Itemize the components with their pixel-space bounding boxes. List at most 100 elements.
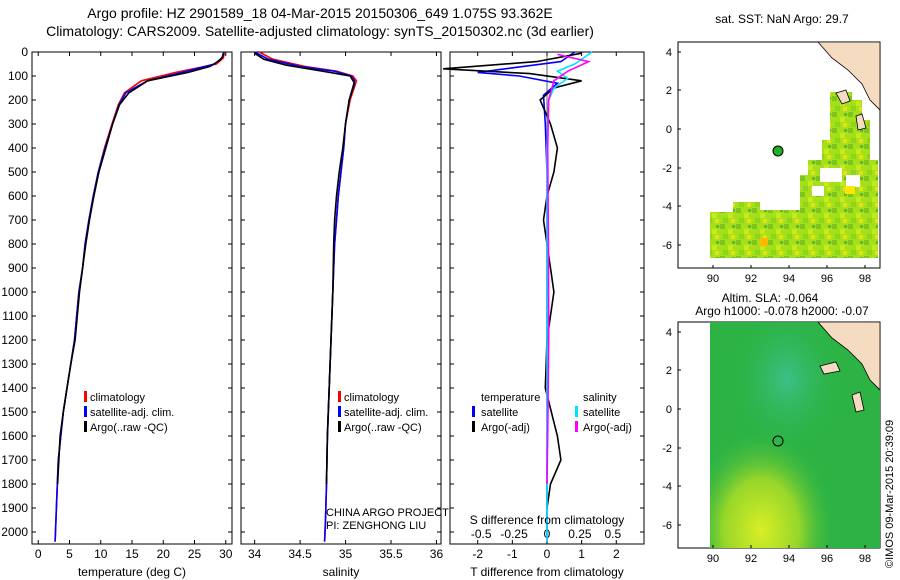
sst-map: sat. SST: NaN Argo: 29.7 90 92 94 96 98 4 2 0 -2… <box>662 12 881 285</box>
y-tick-label: 1500 <box>1 405 28 419</box>
lon-tick-label: 90 <box>707 273 719 285</box>
sumatra-land <box>817 322 880 391</box>
x-tick-label: 1 <box>578 547 585 561</box>
legend-swatch-satellite <box>84 406 87 417</box>
y-tick-label: 1900 <box>1 501 28 515</box>
sla-field-south <box>710 322 880 548</box>
argo-position-marker <box>772 145 784 157</box>
sst-warm-cell <box>845 186 855 194</box>
legend-label-argo: Argo(..raw -QC) <box>344 422 422 434</box>
x-tick-label: 35 <box>339 547 353 561</box>
x-tick-label: 34.5 <box>288 547 312 561</box>
y-tick-label: 700 <box>8 213 28 227</box>
y-tick-label: 2000 <box>1 525 28 539</box>
s-tick-label: -0.25 <box>500 527 528 541</box>
legend-label-temp-satellite: satellite <box>481 407 518 419</box>
y-tick-label: 1200 <box>1 333 28 347</box>
legend-swatch-satellite <box>338 406 341 417</box>
sst-data-patch <box>710 92 878 258</box>
y-tick-label: 1700 <box>1 453 28 467</box>
y-tick-label: 200 <box>8 93 28 107</box>
lat-tick-label: 2 <box>666 365 672 377</box>
lat-tick-label: 0 <box>666 124 672 136</box>
difference-xlabel-top: S difference from climatology <box>470 513 625 527</box>
legend-swatch-temp-satellite <box>472 406 475 417</box>
salinity-panel: 34 34.5 35 35.5 36 salinity climatology sate… <box>240 51 449 579</box>
x-tick-label: 25 <box>188 547 202 561</box>
legend-label-argo: Argo(..raw -QC) <box>90 422 168 434</box>
salinity-legend: climatology satellite-adj. clim. Argo(..… <box>338 391 428 434</box>
legend-temp-header: temperature <box>481 392 540 404</box>
lon-tick-label: 96 <box>821 273 833 285</box>
sumatra-land <box>817 42 880 111</box>
lat-tick-label: -4 <box>662 201 672 213</box>
legend-swatch-climatology <box>338 391 341 402</box>
s-tick-label: 0.5 <box>604 527 621 541</box>
island-land <box>855 113 867 131</box>
lat-tick-label: 4 <box>666 327 672 339</box>
sla-map-field <box>710 322 880 548</box>
legend-label-sal-satellite: satellite <box>583 407 620 419</box>
y-tick-label: 100 <box>8 69 28 83</box>
sla-map-ticks: 90 92 94 96 98 4 2 0 -2 -4 -6 <box>662 327 871 565</box>
sla-map-title-line2: Argo h1000: -0.078 h2000: -0.07 <box>695 304 869 318</box>
legend-label-climatology: climatology <box>344 392 400 404</box>
y-tick-label: 1100 <box>2 309 28 323</box>
temperature-panel: 0 5 10 15 20 25 300100200300400500600700800900… <box>1 45 232 579</box>
legend-label-temp-argo: Argo(-adj) <box>481 422 530 434</box>
lon-tick-label: 98 <box>859 553 871 565</box>
series-line-argo-raw-qc <box>56 53 225 485</box>
x-tick-label: 34 <box>248 547 262 561</box>
lat-tick-label: -2 <box>662 163 672 175</box>
salinity-ticks: 34 34.5 35 35.5 36 <box>241 51 444 561</box>
lon-tick-label: 96 <box>821 553 833 565</box>
y-tick-label: 1000 <box>1 285 28 299</box>
x-tick-label: 20 <box>157 547 171 561</box>
temperature-ticks: 0 5 10 15 20 25 300100200300400500600700800900… <box>1 45 232 561</box>
salinity-axes <box>240 51 442 545</box>
series-line-salinity-argo-adj <box>546 53 592 485</box>
lat-tick-label: -6 <box>662 240 672 252</box>
y-tick-label: 1600 <box>1 429 28 443</box>
y-tick-label: 900 <box>8 261 28 275</box>
x-tick-label: 2 <box>613 547 620 561</box>
legend-swatch-sal-satellite <box>575 406 578 417</box>
x-tick-label: 36 <box>430 547 444 561</box>
difference-xlabel-bottom: T difference from climatology <box>470 565 624 579</box>
salinity-lines <box>254 51 358 542</box>
temperature-lines <box>54 51 226 542</box>
y-tick-label: 1800 <box>1 477 28 491</box>
legend-swatch-argo <box>338 421 341 432</box>
lon-tick-label: 98 <box>859 273 871 285</box>
legend-label-climatology: climatology <box>90 392 146 404</box>
y-tick-label: 1300 <box>1 357 28 371</box>
legend-swatch-argo <box>84 421 87 432</box>
figure-title-line2: Climatology: CARS2009. Satellite-adjuste… <box>46 23 594 39</box>
sst-map-title: sat. SST: NaN Argo: 29.7 <box>715 12 849 26</box>
legend-swatch-climatology <box>84 391 87 402</box>
sst-map-ticks: 90 92 94 96 98 4 2 0 -2 -4 -6 <box>662 47 871 285</box>
y-tick-label: 400 <box>8 141 28 155</box>
lat-tick-label: -6 <box>662 520 672 532</box>
salinity-xlabel: salinity <box>323 565 360 579</box>
island-land <box>819 361 841 375</box>
legend-sal-header: salinity <box>583 392 617 404</box>
y-tick-label: 300 <box>8 117 28 131</box>
sla-map: Altim. SLA: -0.064 Argo h1000: -0.078 h2… <box>662 291 881 565</box>
lon-tick-label: 94 <box>783 553 795 565</box>
sla-map-title-line1: Altim. SLA: -0.064 <box>722 291 819 305</box>
temperature-legend: climatology satellite-adj. clim. Argo(..… <box>84 391 174 434</box>
lon-tick-label: 92 <box>745 273 757 285</box>
lat-tick-label: 4 <box>666 47 672 59</box>
legend-swatch-temp-argo <box>472 421 475 432</box>
y-tick-label: 500 <box>8 165 28 179</box>
y-tick-label: 0 <box>21 45 28 59</box>
x-tick-label: 30 <box>219 547 233 561</box>
lat-tick-label: 0 <box>666 404 672 416</box>
project-label: CHINA ARGO PROJECT <box>326 507 449 519</box>
y-tick-label: 600 <box>8 189 28 203</box>
difference-panel: -2 -1 0 1 2-0.5 -0.25 0 0.25 0.5 T difference fr… <box>443 51 645 579</box>
s-tick-label: 0.25 <box>568 527 592 541</box>
lat-tick-label: -4 <box>662 481 672 493</box>
